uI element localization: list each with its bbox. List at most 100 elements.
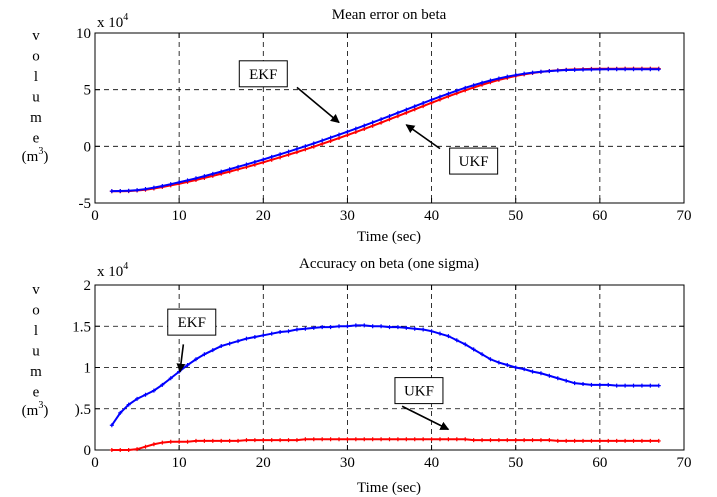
y-tick-label: 0 (84, 139, 92, 155)
data-point-ukf (345, 437, 350, 442)
y-label-letter: m (30, 110, 42, 126)
data-point-ukf (160, 440, 165, 445)
data-point-ekf (135, 188, 140, 193)
data-point-ekf (143, 392, 148, 397)
chart-title: Mean error on beta (332, 7, 447, 23)
y-label-letter: e (33, 385, 40, 401)
x-tick-label: 60 (592, 208, 607, 224)
data-point-ekf (379, 324, 384, 329)
y-scale-factor: x 104 (97, 261, 128, 280)
data-point-ukf (135, 447, 140, 452)
data-point-ukf (328, 139, 333, 144)
data-point-ukf (555, 438, 560, 443)
annotation-arrow (296, 86, 340, 124)
data-point-ekf (126, 188, 131, 193)
y-scale-exponent: 4 (123, 261, 128, 272)
data-point-ekf (168, 182, 173, 187)
data-point-ukf (463, 437, 468, 442)
accuracy-panel: Accuracy on beta (one sigma) volume(m3) … (22, 256, 692, 496)
data-point-ekf (572, 381, 577, 386)
data-point-ekf (589, 382, 594, 387)
chart-title: Accuracy on beta (one sigma) (299, 256, 479, 272)
data-point-ukf (395, 437, 400, 442)
annotation-arrow (176, 344, 186, 373)
data-point-ekf (193, 357, 198, 362)
data-point-ekf (471, 83, 476, 88)
x-tick-label: 30 (340, 455, 355, 471)
data-point-ukf (210, 438, 215, 443)
y-label-unit-close: ) (43, 149, 48, 165)
data-point-ukf (505, 438, 510, 443)
data-point-ekf (143, 187, 148, 192)
data-point-ukf (353, 130, 358, 135)
y-label-letter: u (32, 90, 40, 106)
data-point-ukf (244, 438, 249, 443)
annotation-box (449, 147, 499, 175)
data-point-ekf (581, 382, 586, 386)
data-point-ukf (530, 438, 535, 443)
data-point-ekf (581, 67, 586, 72)
data-point-ekf (564, 378, 569, 383)
y-label-unit-sup: 3 (38, 146, 43, 157)
data-point-ekf (606, 67, 611, 72)
data-point-ekf (429, 97, 434, 102)
data-point-ekf (219, 169, 224, 174)
y-tick-label: 1 (84, 361, 92, 377)
data-point-ukf (656, 438, 661, 443)
data-point-ekf (631, 383, 636, 388)
data-point-ekf (109, 423, 114, 428)
data-point-ukf (337, 136, 342, 141)
data-point-ukf (202, 438, 207, 443)
data-point-ukf (581, 438, 586, 443)
data-point-ekf (244, 162, 249, 167)
data-point-ukf (219, 438, 224, 443)
data-point-ekf (480, 352, 485, 357)
y-tick-label: 5 (84, 83, 92, 99)
data-point-ekf (513, 365, 518, 370)
y-tick-label: -5 (79, 196, 92, 212)
x-tick-label: 20 (256, 455, 271, 471)
y-label-unit-base: (m (22, 403, 39, 419)
data-point-ekf (656, 383, 661, 388)
data-point-ukf (294, 438, 299, 443)
y-scale-base: x 10 (97, 15, 123, 31)
data-point-ekf (555, 376, 560, 381)
data-point-ukf (311, 437, 316, 442)
data-point-ekf (412, 326, 417, 331)
data-point-ekf (446, 334, 451, 339)
data-point-ekf (227, 341, 232, 346)
data-point-ukf (353, 437, 358, 442)
data-point-ukf (639, 438, 644, 443)
data-point-ekf (437, 331, 442, 336)
data-point-ukf (623, 438, 628, 443)
x-tick-label: 50 (508, 455, 523, 471)
y-tick-label: 10 (76, 26, 91, 42)
annotation-box (394, 377, 444, 405)
data-point-ekf (252, 334, 257, 339)
y-scale-exponent: 4 (123, 12, 128, 23)
data-point-ekf (412, 104, 417, 109)
data-point-ekf (210, 171, 215, 176)
data-point-ekf (564, 68, 569, 73)
data-point-ekf (303, 326, 308, 331)
y-tick-label: 0 (84, 443, 92, 459)
data-point-ekf (656, 67, 661, 72)
series-line-ukf (111, 67, 659, 193)
data-point-ukf (185, 439, 190, 444)
data-point-ukf (488, 438, 493, 443)
data-point-ukf (379, 437, 384, 442)
data-point-ekf (429, 329, 434, 334)
data-point-ekf (648, 383, 653, 388)
data-point-ukf (252, 438, 257, 443)
data-point-ekf (421, 101, 426, 106)
data-point-ukf (589, 438, 594, 443)
data-point-ekf (118, 410, 123, 415)
data-point-ekf (446, 91, 451, 96)
data-point-ekf (286, 329, 291, 334)
data-point-ukf (269, 438, 274, 443)
series-line-ukf (111, 438, 659, 451)
data-point-ukf (151, 442, 156, 447)
y-label-unit-sup: 3 (38, 400, 43, 411)
